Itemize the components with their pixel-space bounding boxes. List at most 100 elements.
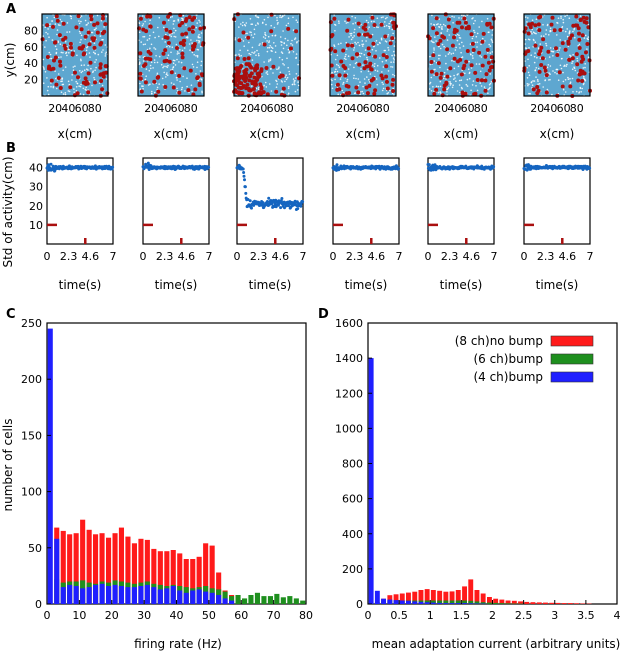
- cell-point: [234, 37, 237, 39]
- cell-point: [199, 36, 201, 39]
- ytick-label: 0: [35, 598, 42, 611]
- bar: [112, 584, 118, 604]
- cell-point: [80, 59, 82, 62]
- cell-point: [528, 65, 530, 67]
- bar: [157, 551, 163, 604]
- cell-point: [276, 83, 279, 85]
- cell-point: [269, 45, 272, 47]
- cell-point: [196, 66, 198, 69]
- cell-point: [285, 78, 288, 81]
- cell-point: [475, 35, 478, 38]
- active-cell-point: [462, 63, 467, 68]
- cell-point: [79, 70, 81, 72]
- ytick-label: 40: [29, 162, 43, 175]
- cell-point: [573, 28, 575, 31]
- std-frame: [46, 157, 114, 245]
- cell-point: [362, 85, 364, 88]
- active-cell-point: [271, 64, 276, 69]
- cell-point: [163, 26, 165, 29]
- cell-point: [548, 72, 550, 74]
- active-cell-point: [95, 30, 100, 35]
- std-point: [301, 200, 305, 204]
- cell-point: [462, 45, 465, 47]
- active-cell-point: [51, 24, 55, 29]
- cell-point: [346, 80, 348, 83]
- cell-point: [443, 77, 445, 80]
- map-background: [234, 14, 300, 96]
- cell-point: [149, 19, 151, 22]
- active-cell-point: [475, 78, 480, 82]
- cell-point: [487, 52, 489, 54]
- cell-point: [165, 33, 167, 36]
- active-cell-point: [584, 16, 589, 21]
- active-cell-point: [182, 66, 187, 71]
- active-cell-point: [335, 87, 340, 92]
- cell-point: [373, 65, 376, 68]
- cell-point: [100, 19, 103, 22]
- cell-point: [173, 35, 175, 38]
- cell-point: [524, 38, 527, 41]
- xtick-label: 7: [206, 250, 213, 263]
- std-point: [296, 207, 300, 211]
- cell-point: [364, 82, 366, 84]
- cell-point: [75, 90, 78, 92]
- cell-point: [250, 85, 253, 87]
- cell-point: [489, 58, 492, 61]
- cell-point: [588, 56, 590, 59]
- cell-point: [257, 88, 260, 91]
- cell-point: [472, 57, 474, 59]
- cell-point: [388, 27, 391, 30]
- xtick-label: 40: [61, 102, 75, 115]
- xtick-label: 4: [614, 609, 621, 622]
- cell-point: [331, 79, 333, 82]
- active-cell-point: [350, 56, 355, 61]
- active-cell-point: [98, 42, 103, 47]
- cell-point: [389, 20, 392, 23]
- cell-point: [354, 17, 357, 19]
- cell-point: [352, 22, 354, 25]
- cell-point: [347, 55, 350, 57]
- cell-point: [80, 38, 82, 41]
- cell-point: [387, 49, 390, 51]
- bar: [430, 602, 436, 604]
- active-cell-point: [53, 55, 58, 60]
- cell-point: [95, 27, 97, 30]
- bar: [511, 603, 517, 604]
- active-cell-point: [289, 46, 293, 51]
- cell-point: [560, 15, 562, 18]
- cell-point: [573, 27, 576, 30]
- cell-point: [345, 22, 348, 24]
- cell-point: [556, 73, 558, 75]
- cell-point: [150, 61, 153, 63]
- cell-point: [359, 52, 361, 54]
- active-cell-point: [361, 25, 366, 30]
- cell-point: [47, 33, 49, 35]
- cell-point: [355, 61, 358, 64]
- cell-point: [138, 22, 141, 25]
- cell-point: [562, 80, 565, 83]
- cell-point: [536, 78, 539, 81]
- active-cell-point: [180, 20, 185, 25]
- cell-point: [333, 44, 335, 46]
- cell-point: [292, 29, 295, 31]
- cell-point: [447, 53, 450, 55]
- cell-point: [577, 44, 579, 47]
- cell-point: [83, 69, 86, 71]
- cell-point: [376, 64, 379, 67]
- cell-point: [545, 33, 547, 35]
- active-cell-point: [581, 15, 586, 20]
- cell-point: [456, 33, 459, 36]
- legend-swatch: [550, 371, 594, 383]
- cell-point: [93, 42, 96, 44]
- cell-point: [192, 66, 195, 68]
- cell-point: [571, 77, 574, 80]
- bar: [455, 600, 461, 604]
- active-cell-point: [364, 85, 369, 90]
- cell-point: [85, 86, 87, 89]
- cell-point: [156, 88, 158, 91]
- cell-point: [390, 19, 393, 22]
- active-cell-point: [355, 52, 359, 57]
- active-cell-point: [344, 91, 349, 96]
- cell-point: [148, 69, 151, 72]
- cell-point: [144, 20, 146, 23]
